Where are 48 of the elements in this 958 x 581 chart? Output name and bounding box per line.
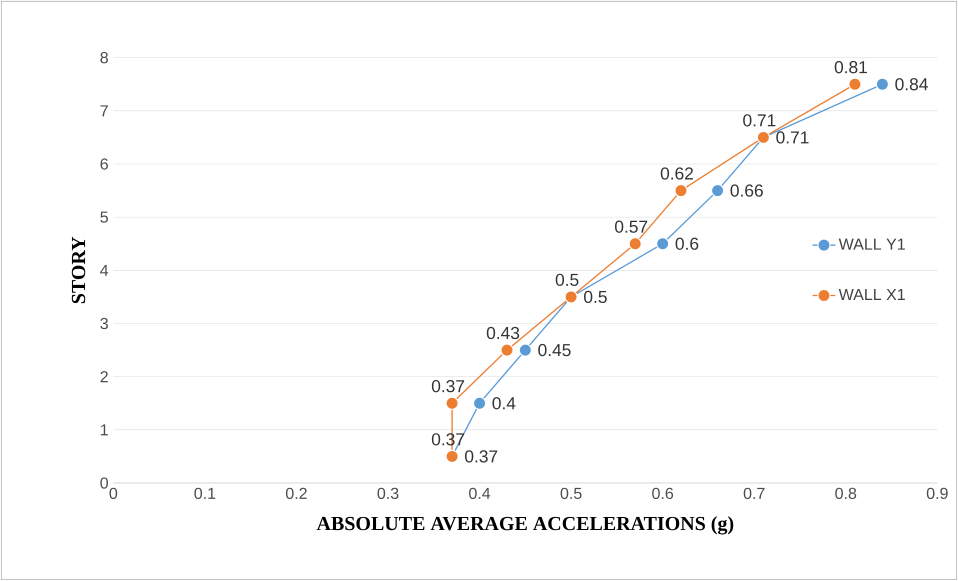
x-tick-label: 0.8 — [835, 488, 856, 500]
y-tick-label: 4 — [100, 264, 108, 276]
point — [446, 396, 459, 410]
y-tick-label: 7 — [100, 105, 108, 116]
point — [848, 78, 862, 91]
point — [674, 184, 688, 198]
x-tick-label: 0.9 — [926, 488, 948, 500]
point — [500, 344, 514, 357]
point — [876, 78, 889, 91]
point — [518, 344, 532, 357]
annotation: 0.4 — [492, 397, 516, 410]
annotation: 0.71 — [776, 131, 809, 144]
x-tick-label: 0 — [110, 488, 118, 500]
x-tick-label: 0.7 — [744, 488, 765, 500]
annotation: 0.62 — [660, 167, 693, 180]
annotation: 0.5 — [584, 290, 607, 304]
x-tick-label: 0.1 — [194, 488, 216, 500]
point — [628, 237, 642, 250]
annotation: 0.71 — [743, 114, 776, 126]
y-tick-label: 6 — [100, 158, 108, 170]
x-tick-label: 0.4 — [469, 488, 490, 500]
y-tick-label: 2 — [100, 371, 108, 382]
annotation: 0.43 — [486, 326, 520, 340]
x-axis-title: ABSOLUTE AVERAGE ACCELERATIONS (g) — [316, 516, 734, 534]
annotation: 0.5 — [556, 274, 578, 286]
x-tick-label: 0.3 — [378, 488, 398, 500]
x-tick-label: 0.5 — [560, 488, 582, 500]
point — [711, 184, 724, 198]
y-tick-label: 3 — [100, 318, 108, 330]
annotation: 0.66 — [730, 184, 763, 197]
annotation: 0.6 — [676, 238, 698, 250]
annotation: 0.84 — [895, 78, 928, 90]
annotation: 0.37 — [432, 380, 464, 392]
y-tick-label: 5 — [100, 212, 108, 223]
point — [473, 396, 486, 410]
point — [656, 237, 670, 250]
annotation: 0.45 — [538, 344, 571, 356]
annotation: 0.81 — [834, 61, 867, 74]
y-tick-label: 8 — [100, 52, 108, 64]
y-tick-label: 0 — [100, 477, 108, 489]
y-axis-title: STORY — [72, 236, 86, 304]
annotation: 0.37 — [465, 450, 498, 463]
x-tick-label: 0.2 — [286, 488, 307, 500]
x-tick-label: 0.6 — [652, 488, 674, 500]
annotation: 0.57 — [615, 220, 648, 233]
y-tick-label: 1 — [100, 424, 108, 436]
legend-label: WALL X1 — [838, 289, 905, 300]
legend-label: WALL Y1 — [838, 238, 905, 250]
